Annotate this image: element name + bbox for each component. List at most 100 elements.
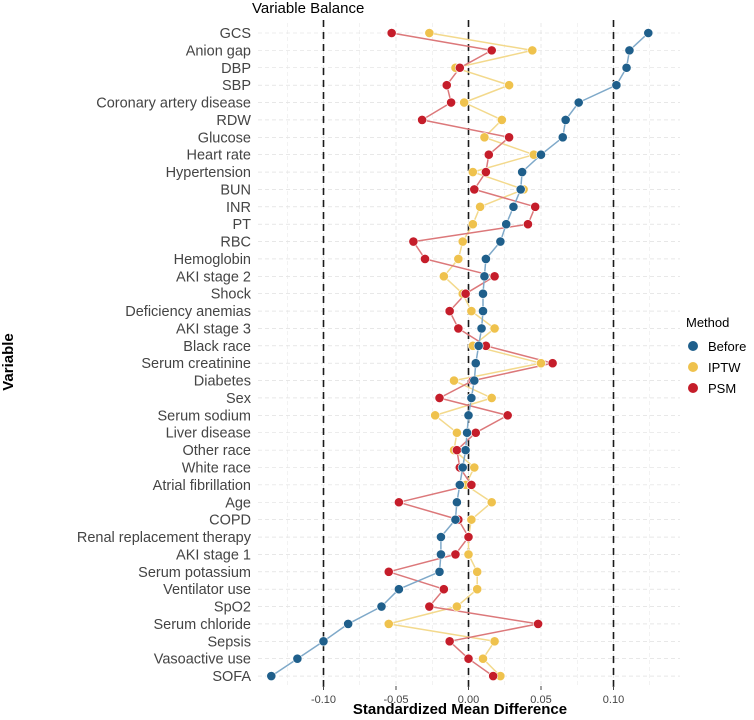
point-iptw (449, 375, 459, 386)
point-before (478, 288, 488, 299)
point-before (515, 184, 526, 195)
y-label: BUN (220, 182, 251, 198)
y-label: Serum creatinine (141, 356, 251, 372)
point-iptw (383, 619, 394, 629)
point-iptw (438, 271, 449, 282)
x-axis-title: Standardized Mean Difference (353, 701, 567, 718)
legend-marker-iptw (688, 362, 698, 372)
point-iptw (527, 45, 538, 56)
y-label: Serum chloride (153, 617, 251, 633)
point-psm (523, 219, 533, 230)
point-iptw (472, 566, 483, 577)
point-psm (466, 479, 477, 490)
point-before (479, 271, 490, 282)
point-psm (393, 497, 404, 508)
point-iptw (466, 306, 477, 316)
point-before (480, 254, 491, 264)
point-psm (386, 28, 397, 38)
point-before (476, 323, 487, 334)
point-before (469, 375, 480, 386)
point-before (436, 549, 446, 560)
point-iptw (463, 549, 474, 560)
y-label: SBP (222, 78, 251, 94)
legend-label-psm: PSM (708, 381, 736, 396)
point-psm (486, 45, 497, 56)
point-psm (446, 97, 456, 108)
y-label: Renal replacement therapy (77, 530, 252, 546)
point-before (478, 306, 488, 316)
point-psm (533, 619, 543, 629)
y-label: COPD (209, 513, 251, 529)
point-iptw (457, 236, 468, 247)
x-tick-label: -0.10 (311, 694, 336, 706)
point-psm (450, 549, 461, 560)
point-psm (451, 445, 462, 456)
point-before (292, 653, 303, 664)
point-before (557, 132, 568, 143)
y-label: AKI stage 3 (176, 321, 251, 337)
point-iptw (459, 97, 470, 108)
point-before (560, 115, 571, 125)
point-psm (469, 184, 480, 195)
point-psm (463, 532, 474, 542)
point-iptw (489, 636, 500, 647)
point-psm (441, 80, 452, 91)
legend-marker-before (688, 341, 698, 351)
reference-lines (322, 20, 615, 689)
point-psm (463, 653, 474, 664)
point-psm (438, 584, 449, 595)
point-before (436, 532, 446, 542)
legend-title: Method (686, 315, 729, 330)
point-before (451, 497, 462, 508)
point-psm (420, 254, 430, 264)
point-psm (453, 323, 464, 334)
point-psm (547, 358, 558, 369)
series-line-before (270, 32, 649, 677)
point-iptw (486, 393, 497, 403)
point-before (457, 462, 468, 473)
y-label: Sex (226, 391, 252, 407)
point-iptw (466, 514, 477, 525)
point-before (266, 671, 277, 681)
point-before (643, 28, 654, 38)
point-before (501, 219, 512, 230)
point-before (495, 236, 506, 247)
point-iptw (469, 462, 480, 473)
y-label: INR (226, 200, 251, 216)
point-before (463, 410, 474, 421)
point-psm (434, 393, 445, 403)
point-psm (483, 149, 494, 160)
y-label: Black race (183, 339, 251, 355)
y-label: RDW (216, 113, 251, 129)
point-before (624, 45, 635, 56)
y-label: Other race (183, 443, 252, 459)
point-psm (444, 636, 455, 647)
point-psm (454, 62, 465, 73)
x-tick-label: -0.05 (383, 694, 408, 706)
point-before (573, 97, 584, 108)
point-before (460, 445, 471, 456)
y-label: Hemoglobin (174, 252, 251, 268)
x-tick-label: 0.10 (603, 694, 624, 706)
point-iptw (451, 601, 462, 612)
point-before (462, 427, 472, 438)
point-before (508, 201, 519, 212)
point-iptw (424, 28, 435, 38)
point-before (434, 566, 445, 577)
point-before (450, 514, 461, 525)
y-label: Liver disease (166, 426, 251, 442)
point-psm (480, 167, 491, 177)
chart-title: Variable Balance (252, 0, 364, 17)
y-label: Ventilator use (163, 582, 251, 598)
y-label: Heart rate (187, 148, 251, 164)
legend-marker-psm (688, 383, 698, 393)
point-psm (530, 201, 541, 212)
x-axis-ticks: -0.10 -0.05 0.00 0.05 0.10 (311, 686, 624, 706)
y-label: Diabetes (194, 374, 251, 390)
point-before (621, 62, 632, 73)
y-label: Age (225, 495, 251, 511)
y-label: Deficiency anemias (125, 304, 251, 320)
point-psm (417, 115, 427, 125)
point-before (517, 167, 528, 177)
